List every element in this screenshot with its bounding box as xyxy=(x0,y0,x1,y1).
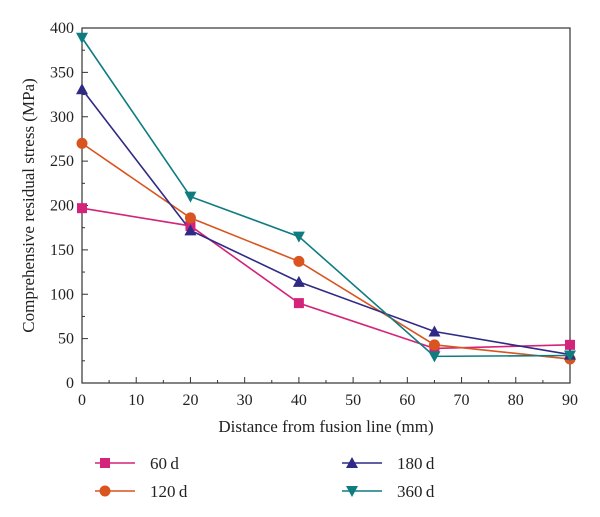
x-axis-title: Distance from fusion line (mm) xyxy=(218,417,433,436)
data-point xyxy=(428,325,441,337)
x-tick-label: 30 xyxy=(237,392,253,409)
data-point xyxy=(293,255,305,267)
data-point xyxy=(76,137,88,149)
data-point xyxy=(293,298,304,309)
legend-marker xyxy=(99,485,111,497)
legend-marker xyxy=(346,457,358,468)
x-tick-label: 20 xyxy=(182,392,198,409)
x-tick-label: 80 xyxy=(508,392,524,409)
data-point xyxy=(184,191,197,203)
legend-label: 120 d xyxy=(150,482,188,501)
y-tick-label: 350 xyxy=(50,64,74,81)
x-tick-label: 60 xyxy=(399,392,415,409)
data-point xyxy=(184,224,197,236)
legend-label: 180 d xyxy=(397,454,435,473)
data-point xyxy=(184,212,196,224)
legend-label: 360 d xyxy=(397,482,435,501)
axes: 0 10 20 30 40 50 60 70 80 90 0 50 100 150 200 250 300 350… xyxy=(50,20,578,409)
y-tick-label: 100 xyxy=(50,286,74,303)
x-tick-label: 40 xyxy=(291,392,307,409)
y-tick-label: 250 xyxy=(50,153,74,170)
series-lines xyxy=(81,37,571,360)
plot-frame xyxy=(81,27,571,384)
legend-marker xyxy=(100,458,110,468)
x-tick-label: 0 xyxy=(78,392,86,409)
data-point xyxy=(292,275,305,287)
x-tick-label: 50 xyxy=(345,392,361,409)
y-axis-title: Comprehensive residual stress (MPa) xyxy=(19,78,38,332)
data-point xyxy=(428,339,440,351)
y-tick-label: 300 xyxy=(50,109,74,126)
data-point xyxy=(76,83,88,95)
legend-label: 60 d xyxy=(150,454,179,473)
data-point xyxy=(565,339,575,350)
series-line xyxy=(81,37,571,358)
y-tick-label: 0 xyxy=(66,375,74,392)
x-tick-label: 10 xyxy=(128,392,144,409)
y-tick-label: 400 xyxy=(50,20,74,37)
data-point xyxy=(428,351,441,363)
data-point xyxy=(292,231,305,243)
data-point xyxy=(564,350,576,362)
legend: 60 d 120 d 180 d 360 d xyxy=(95,454,435,501)
y-tick-label: 150 xyxy=(50,242,74,259)
x-tick-label: 90 xyxy=(562,392,578,409)
y-tick-label: 50 xyxy=(58,331,74,348)
series-line xyxy=(81,142,571,360)
data-point xyxy=(76,32,88,44)
x-tick-label: 70 xyxy=(454,392,470,409)
data-point xyxy=(77,203,87,214)
y-tick-label: 200 xyxy=(50,198,74,215)
series-line xyxy=(81,88,571,356)
legend-marker xyxy=(346,486,358,497)
series-markers xyxy=(76,32,576,365)
